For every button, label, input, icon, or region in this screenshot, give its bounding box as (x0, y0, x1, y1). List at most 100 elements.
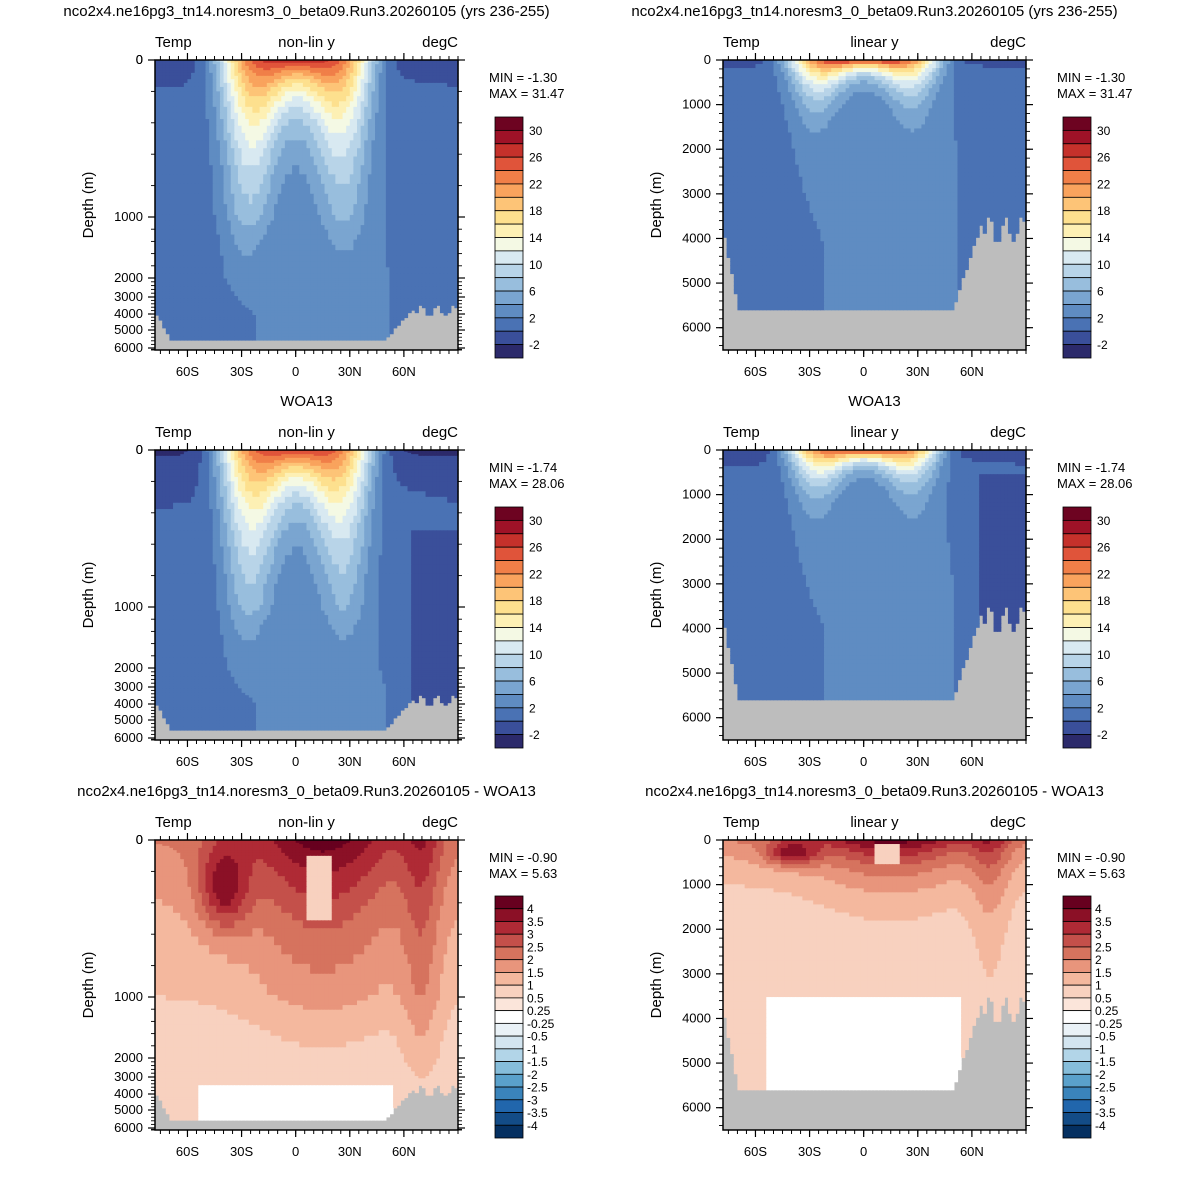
field-cell (433, 107, 437, 114)
field-cell (281, 240, 285, 246)
field-cell (364, 225, 368, 230)
field-cell (220, 174, 224, 184)
field-cell (234, 165, 238, 175)
field-cell (400, 133, 404, 141)
field-cell (353, 165, 357, 175)
field-cell (195, 113, 199, 120)
field-cell (393, 215, 397, 221)
field-cell (184, 79, 188, 83)
field-cell (429, 230, 433, 235)
field-cell (281, 225, 285, 230)
field-cell (260, 174, 264, 184)
field-cell (368, 215, 372, 221)
field-cell (332, 113, 336, 120)
field-cell (418, 148, 422, 157)
field-cell (418, 194, 422, 205)
field-cell (379, 215, 383, 221)
field-cell (227, 165, 231, 175)
field-cell (325, 221, 329, 226)
field-cell (418, 230, 422, 235)
field-cell (343, 225, 347, 230)
field-cell (436, 184, 440, 195)
field-cell (296, 107, 300, 114)
field-cell (353, 204, 357, 215)
field-cell (332, 230, 336, 235)
field-cell (249, 240, 253, 246)
field-cell (281, 157, 285, 166)
field-cell (415, 79, 419, 83)
field-cell (339, 204, 343, 215)
field-cell (317, 184, 321, 195)
field-cell (317, 87, 321, 92)
field-cell (231, 113, 235, 120)
field-cell (389, 96, 393, 102)
field-cell (444, 107, 448, 114)
field-cell (166, 101, 170, 107)
field-cell (303, 235, 307, 241)
field-cell (191, 96, 195, 102)
field-cell (173, 221, 177, 226)
field-cell (184, 83, 188, 88)
field-cell (321, 113, 325, 120)
field-cell (252, 148, 256, 157)
field-cell (433, 101, 437, 107)
field-cell (242, 174, 246, 184)
field-cell (184, 87, 188, 92)
field-cell (440, 174, 444, 184)
field-cell (361, 83, 365, 88)
field-cell (267, 240, 271, 246)
field-cell (422, 240, 426, 246)
field-cell (169, 83, 173, 88)
field-cell (307, 148, 311, 157)
field-cell (263, 157, 267, 166)
field-cell (382, 148, 386, 157)
field-cell (400, 96, 404, 102)
field-cell (339, 221, 343, 226)
field-cell (368, 235, 372, 241)
field-cell (191, 230, 195, 235)
field-cell (227, 148, 231, 157)
field-cell (357, 113, 361, 120)
field-cell (307, 194, 311, 205)
field-cell (321, 126, 325, 134)
field-cell (343, 204, 347, 215)
field-cell (270, 113, 274, 120)
field-cell (245, 157, 249, 166)
field-cell (339, 101, 343, 107)
field-cell (386, 174, 390, 184)
field-cell (216, 119, 220, 126)
field-cell (411, 230, 415, 235)
field-cell (422, 225, 426, 230)
field-cell (346, 174, 350, 184)
field-cell (404, 240, 408, 246)
field-cell (386, 240, 390, 246)
field-cell (162, 240, 166, 246)
field-cell (166, 79, 170, 83)
field-cell (321, 194, 325, 205)
field-cell (332, 119, 336, 126)
field-cell (249, 204, 253, 215)
field-cell (408, 87, 412, 92)
field-cell (195, 107, 199, 114)
field-cell (361, 119, 365, 126)
field-cell (397, 87, 401, 92)
field-cell (227, 101, 231, 107)
field-cell (314, 165, 318, 175)
field-cell (429, 174, 433, 184)
field-cell (187, 126, 191, 134)
field-cell (361, 113, 365, 120)
field-cell (393, 113, 397, 120)
field-cell (400, 230, 404, 235)
field-cell (213, 174, 217, 184)
field-cell (436, 157, 440, 166)
field-cell (245, 245, 249, 251)
field-cell (256, 126, 260, 134)
field-cell (379, 79, 383, 83)
field-cell (209, 126, 213, 134)
field-cell (317, 126, 321, 134)
field-cell (238, 101, 242, 107)
field-cell (231, 96, 235, 102)
field-cell (202, 204, 206, 215)
field-cell (317, 157, 321, 166)
